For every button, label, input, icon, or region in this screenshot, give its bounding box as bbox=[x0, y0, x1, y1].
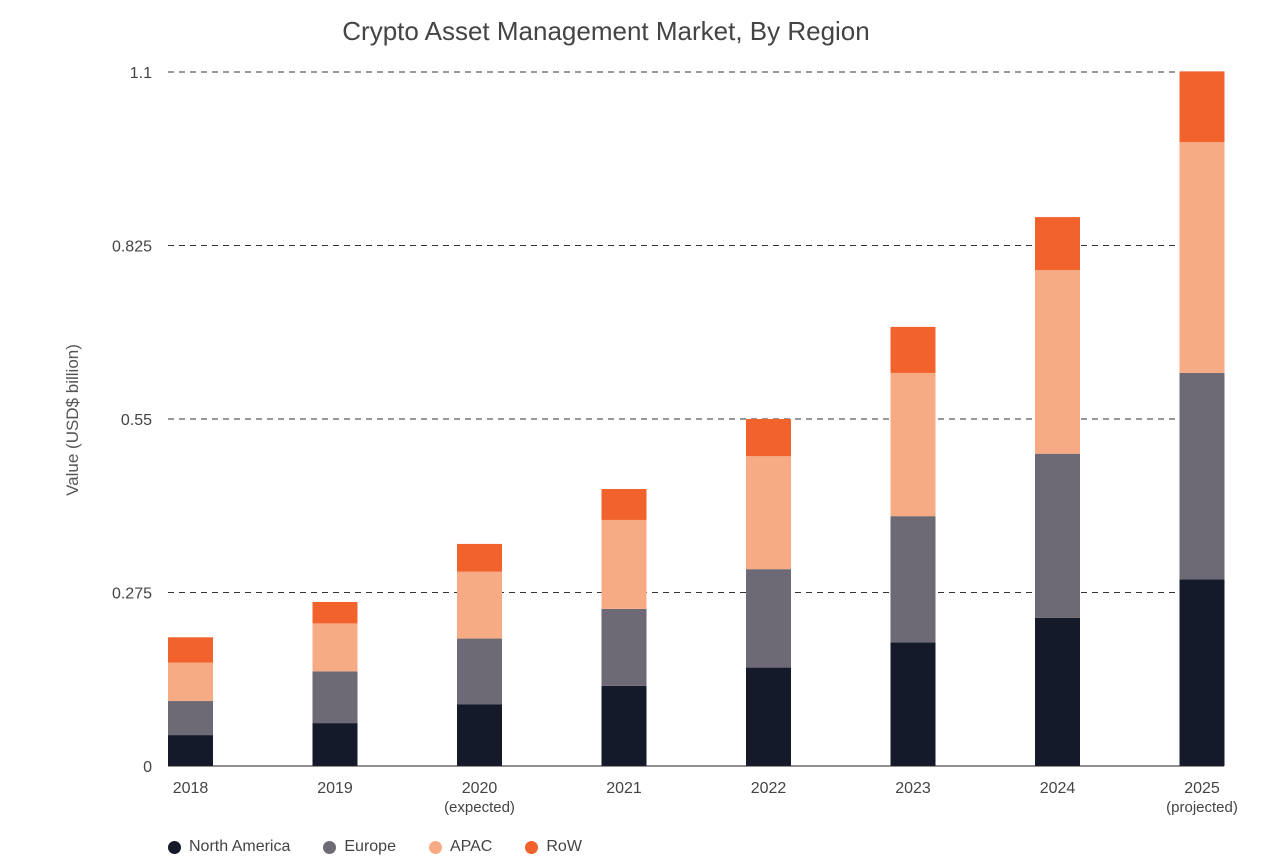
bar-europe-2025 bbox=[1179, 372, 1225, 580]
legend-label: North America bbox=[189, 838, 291, 855]
bar-europe-2018 bbox=[168, 701, 213, 736]
bar-row-2025 bbox=[1179, 71, 1225, 143]
bar-row-2022 bbox=[746, 419, 791, 457]
legend-label: Europe bbox=[344, 838, 396, 855]
tick-labels: 0 0.275 0.55 0.825 1.1 2018 2019 2020 (expected)… bbox=[112, 65, 1238, 816]
bar-apac-2023 bbox=[890, 372, 936, 517]
x-tick-label: 2021 bbox=[606, 780, 642, 797]
legend-item: APAC bbox=[428, 838, 493, 856]
bar-apac-2018 bbox=[168, 662, 213, 702]
legend-swatch bbox=[428, 840, 442, 854]
bar-europe-2021 bbox=[601, 608, 647, 686]
legend-item: North America bbox=[168, 838, 290, 856]
bar-row-2020 bbox=[457, 543, 502, 572]
bar-north-america-2023 bbox=[890, 642, 936, 766]
bar-apac-2022 bbox=[746, 456, 791, 570]
y-tick-label: 0.275 bbox=[112, 586, 152, 603]
legend-item: RoW bbox=[525, 838, 582, 856]
bar-europe-2019 bbox=[312, 671, 358, 724]
bar-row-2018 bbox=[168, 637, 213, 663]
bar-europe-2022 bbox=[746, 569, 791, 668]
chart-plot-area: 0 0.275 0.55 0.825 1.1 2018 2019 2020 (expected)… bbox=[112, 65, 1238, 816]
bar-apac-2021 bbox=[601, 519, 647, 609]
bar-row-2019 bbox=[312, 601, 358, 624]
x-tick-label: 2019 bbox=[317, 780, 353, 797]
legend-swatch bbox=[168, 840, 181, 854]
bar-row-2024 bbox=[1035, 217, 1080, 271]
legend-swatch bbox=[525, 840, 539, 854]
legend-item: Europe bbox=[323, 838, 396, 856]
bar-row-2021 bbox=[601, 489, 647, 520]
x-tick-label: 2020 bbox=[462, 780, 498, 797]
bar-europe-2020 bbox=[457, 638, 502, 705]
bar-apac-2020 bbox=[457, 571, 502, 639]
bar-north-america-2018 bbox=[168, 735, 213, 766]
bar-row-2023 bbox=[890, 326, 936, 373]
bar-north-america-2022 bbox=[746, 667, 791, 766]
bar-north-america-2021 bbox=[601, 685, 647, 766]
x-tick-sublabel: (expected) bbox=[444, 799, 515, 816]
bars bbox=[168, 71, 1225, 766]
bar-apac-2024 bbox=[1035, 270, 1080, 454]
bar-north-america-2019 bbox=[312, 723, 358, 766]
bar-north-america-2025 bbox=[1179, 579, 1225, 766]
bar-apac-2019 bbox=[312, 623, 358, 672]
legend: North America Europe APAC RoW bbox=[168, 838, 582, 856]
bar-europe-2023 bbox=[890, 516, 936, 643]
x-tick-label: 2018 bbox=[173, 780, 209, 797]
bar-north-america-2020 bbox=[457, 704, 502, 766]
y-tick-label: 1.1 bbox=[130, 65, 152, 82]
y-tick-label: 0 bbox=[143, 759, 152, 776]
x-tick-sublabel: (projected) bbox=[1166, 799, 1238, 816]
legend-swatch bbox=[323, 840, 337, 854]
y-tick-label: 0.55 bbox=[121, 412, 152, 429]
bar-north-america-2024 bbox=[1035, 617, 1080, 766]
bar-europe-2024 bbox=[1035, 453, 1080, 618]
legend-label: RoW bbox=[546, 838, 582, 855]
x-tick-label: 2023 bbox=[895, 780, 931, 797]
x-tick-label: 2022 bbox=[751, 780, 787, 797]
legend-label: APAC bbox=[449, 838, 493, 855]
y-tick-label: 0.825 bbox=[112, 239, 152, 256]
x-tick-label: 2024 bbox=[1040, 780, 1076, 797]
chart-title: Crypto Asset Management Market, By Regio… bbox=[342, 16, 870, 46]
x-tick-label: 2025 bbox=[1184, 780, 1220, 797]
bar-apac-2025 bbox=[1179, 142, 1225, 373]
